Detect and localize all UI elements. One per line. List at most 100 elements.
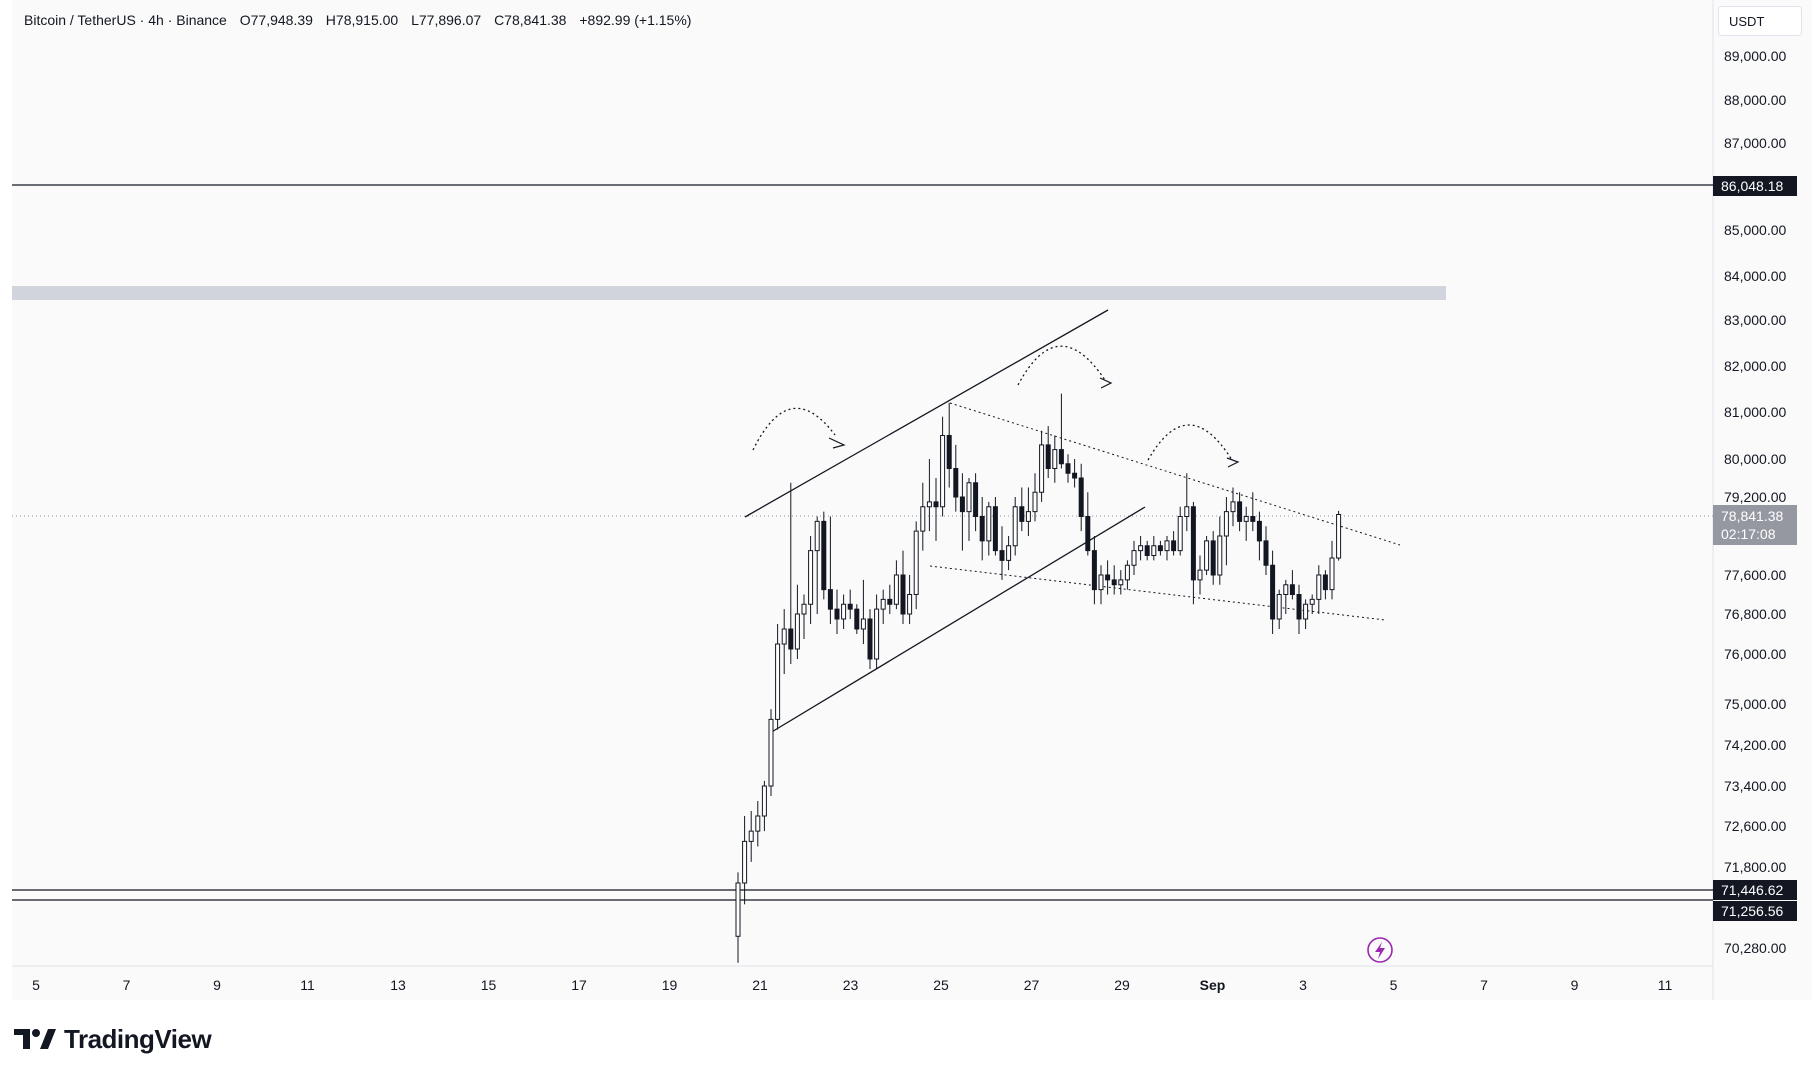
candle[interactable] <box>788 482 794 664</box>
candle[interactable] <box>1276 589 1282 629</box>
candle[interactable] <box>1144 540 1150 561</box>
candle[interactable] <box>735 872 741 963</box>
candle[interactable] <box>940 416 946 517</box>
candle[interactable] <box>1303 599 1309 629</box>
candle[interactable] <box>946 402 952 488</box>
candle[interactable] <box>1085 492 1091 556</box>
candle[interactable] <box>1197 555 1203 595</box>
candle[interactable] <box>1078 463 1084 532</box>
candle[interactable] <box>979 497 985 561</box>
lightning-alert-icon[interactable] <box>1367 937 1393 963</box>
candle[interactable] <box>1006 536 1012 571</box>
channel-upper-line[interactable] <box>744 309 1109 518</box>
channel-lower-line[interactable] <box>769 506 1146 734</box>
candle[interactable] <box>1032 473 1038 522</box>
candle[interactable] <box>821 511 827 600</box>
candle[interactable] <box>1105 560 1111 595</box>
candle[interactable] <box>860 579 866 644</box>
candle[interactable] <box>907 575 913 624</box>
candle[interactable] <box>808 536 814 624</box>
arc-arrow-2[interactable] <box>1017 345 1106 386</box>
candle[interactable] <box>1118 570 1124 595</box>
arc-arrow-1[interactable] <box>752 407 836 451</box>
candle[interactable] <box>1151 536 1157 561</box>
candle[interactable] <box>854 604 860 634</box>
candle[interactable] <box>834 589 840 634</box>
candle[interactable] <box>933 478 939 541</box>
candle[interactable] <box>755 801 761 847</box>
candle[interactable] <box>1039 430 1045 502</box>
candle[interactable] <box>1263 526 1269 575</box>
wedge-upper-line[interactable] <box>949 402 1401 546</box>
candle[interactable] <box>986 501 992 556</box>
candle[interactable] <box>1111 565 1117 595</box>
candle[interactable] <box>841 594 847 630</box>
currency-selector[interactable]: USDT <box>1718 6 1802 36</box>
candle[interactable] <box>847 589 853 619</box>
candle[interactable] <box>827 516 833 625</box>
candle[interactable] <box>867 609 873 669</box>
candle[interactable] <box>1210 531 1216 585</box>
candle[interactable] <box>999 526 1005 580</box>
candlestick-series[interactable] <box>735 393 1342 963</box>
candle[interactable] <box>880 589 886 624</box>
candle[interactable] <box>1230 487 1236 527</box>
candle[interactable] <box>1217 516 1223 585</box>
candle[interactable] <box>748 811 754 862</box>
candle[interactable] <box>1184 473 1190 532</box>
price-axis[interactable]: 89,000.00 88,000.00 87,000.00 85,000.00 84,0… <box>1724 48 1786 956</box>
candle[interactable] <box>1019 487 1025 532</box>
candle[interactable] <box>1025 487 1031 537</box>
candle[interactable] <box>926 459 932 532</box>
candle[interactable] <box>1012 497 1018 556</box>
candle[interactable] <box>1058 393 1064 469</box>
candle[interactable] <box>992 497 998 556</box>
candle[interactable] <box>913 521 919 610</box>
candle[interactable] <box>801 594 807 640</box>
candle[interactable] <box>1223 497 1229 566</box>
tradingview-logo[interactable]: TradingView <box>14 1022 212 1056</box>
candle[interactable] <box>966 478 972 541</box>
candle[interactable] <box>1164 536 1170 561</box>
candle[interactable] <box>1131 540 1137 575</box>
candle[interactable] <box>1309 594 1315 615</box>
wedge-lower-line[interactable] <box>929 565 1386 621</box>
candle[interactable] <box>1237 492 1243 532</box>
candle[interactable] <box>781 609 787 674</box>
candle[interactable] <box>1065 454 1071 483</box>
candle[interactable] <box>874 594 880 670</box>
candle[interactable] <box>1296 584 1302 634</box>
candle[interactable] <box>1124 560 1130 590</box>
candle[interactable] <box>1190 501 1196 605</box>
candle[interactable] <box>1336 510 1342 561</box>
candle[interactable] <box>893 560 899 610</box>
candle[interactable] <box>775 624 781 730</box>
candle[interactable] <box>1329 540 1335 600</box>
candle[interactable] <box>1171 531 1177 556</box>
candle[interactable] <box>920 482 926 551</box>
candle[interactable] <box>814 516 820 615</box>
candle[interactable] <box>1091 536 1097 605</box>
candle[interactable] <box>1098 565 1104 605</box>
chart-canvas[interactable]: 89,000.00 88,000.00 87,000.00 85,000.00 84,0… <box>0 0 1814 1000</box>
candle[interactable] <box>761 780 767 832</box>
candle[interactable] <box>1270 550 1276 634</box>
candle[interactable] <box>1322 570 1328 600</box>
candle[interactable] <box>1045 426 1051 478</box>
candle[interactable] <box>1243 506 1249 541</box>
candle[interactable] <box>768 709 774 796</box>
time-axis[interactable]: 5 7 9 11 13 15 17 19 21 23 25 27 29 Sep 3 5 7 9 11 <box>32 977 1672 993</box>
candle[interactable] <box>953 444 959 512</box>
candle[interactable] <box>973 473 979 532</box>
arc-arrow-3[interactable] <box>1147 424 1233 461</box>
candle[interactable] <box>1256 511 1262 561</box>
candle[interactable] <box>1283 579 1289 614</box>
candle[interactable] <box>887 584 893 614</box>
candle[interactable] <box>1250 492 1256 532</box>
candle[interactable] <box>1138 536 1144 561</box>
candle[interactable] <box>1316 565 1322 614</box>
candle[interactable] <box>900 550 906 624</box>
symbol-title[interactable]: Bitcoin / TetherUS · 4h · Binance <box>24 12 227 28</box>
candle[interactable] <box>1052 435 1058 483</box>
candle[interactable] <box>959 473 965 551</box>
